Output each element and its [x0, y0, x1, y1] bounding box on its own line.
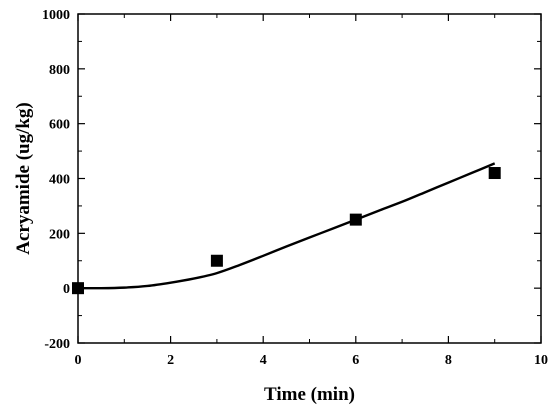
y-tick-label: 400 [49, 173, 70, 188]
y-tick-label: 200 [49, 227, 70, 242]
data-point-square [488, 167, 501, 180]
series [72, 162, 501, 295]
axes [77, 13, 542, 344]
x-tick-label: 8 [445, 353, 452, 368]
x-tick-label: 6 [352, 353, 359, 368]
plot-frame [77, 13, 542, 344]
y-tick-label: 800 [49, 63, 70, 78]
x-tick-label: 0 [75, 353, 82, 368]
y-tick-label: 0 [63, 282, 70, 297]
tick-labels: 0 2 4 6 8 10 -200 0 200 400 600 800 1000 [42, 8, 548, 368]
y-tick-label: 600 [49, 118, 70, 133]
fit-curve-line [77, 162, 496, 290]
x-axis-title: Time (min) [264, 384, 355, 405]
data-point-square [210, 254, 223, 267]
x-tick-label: 4 [260, 353, 267, 368]
data-point-square [72, 282, 84, 295]
y-axis-title: Acryamide (ug/kg) [13, 102, 34, 255]
x-tick-label: 2 [167, 353, 174, 368]
data-point-square [349, 213, 362, 226]
ticks [77, 13, 542, 344]
y-tick-label: 1000 [42, 8, 70, 23]
y-tick-label: -200 [44, 337, 70, 352]
x-tick-label: 10 [534, 353, 548, 368]
